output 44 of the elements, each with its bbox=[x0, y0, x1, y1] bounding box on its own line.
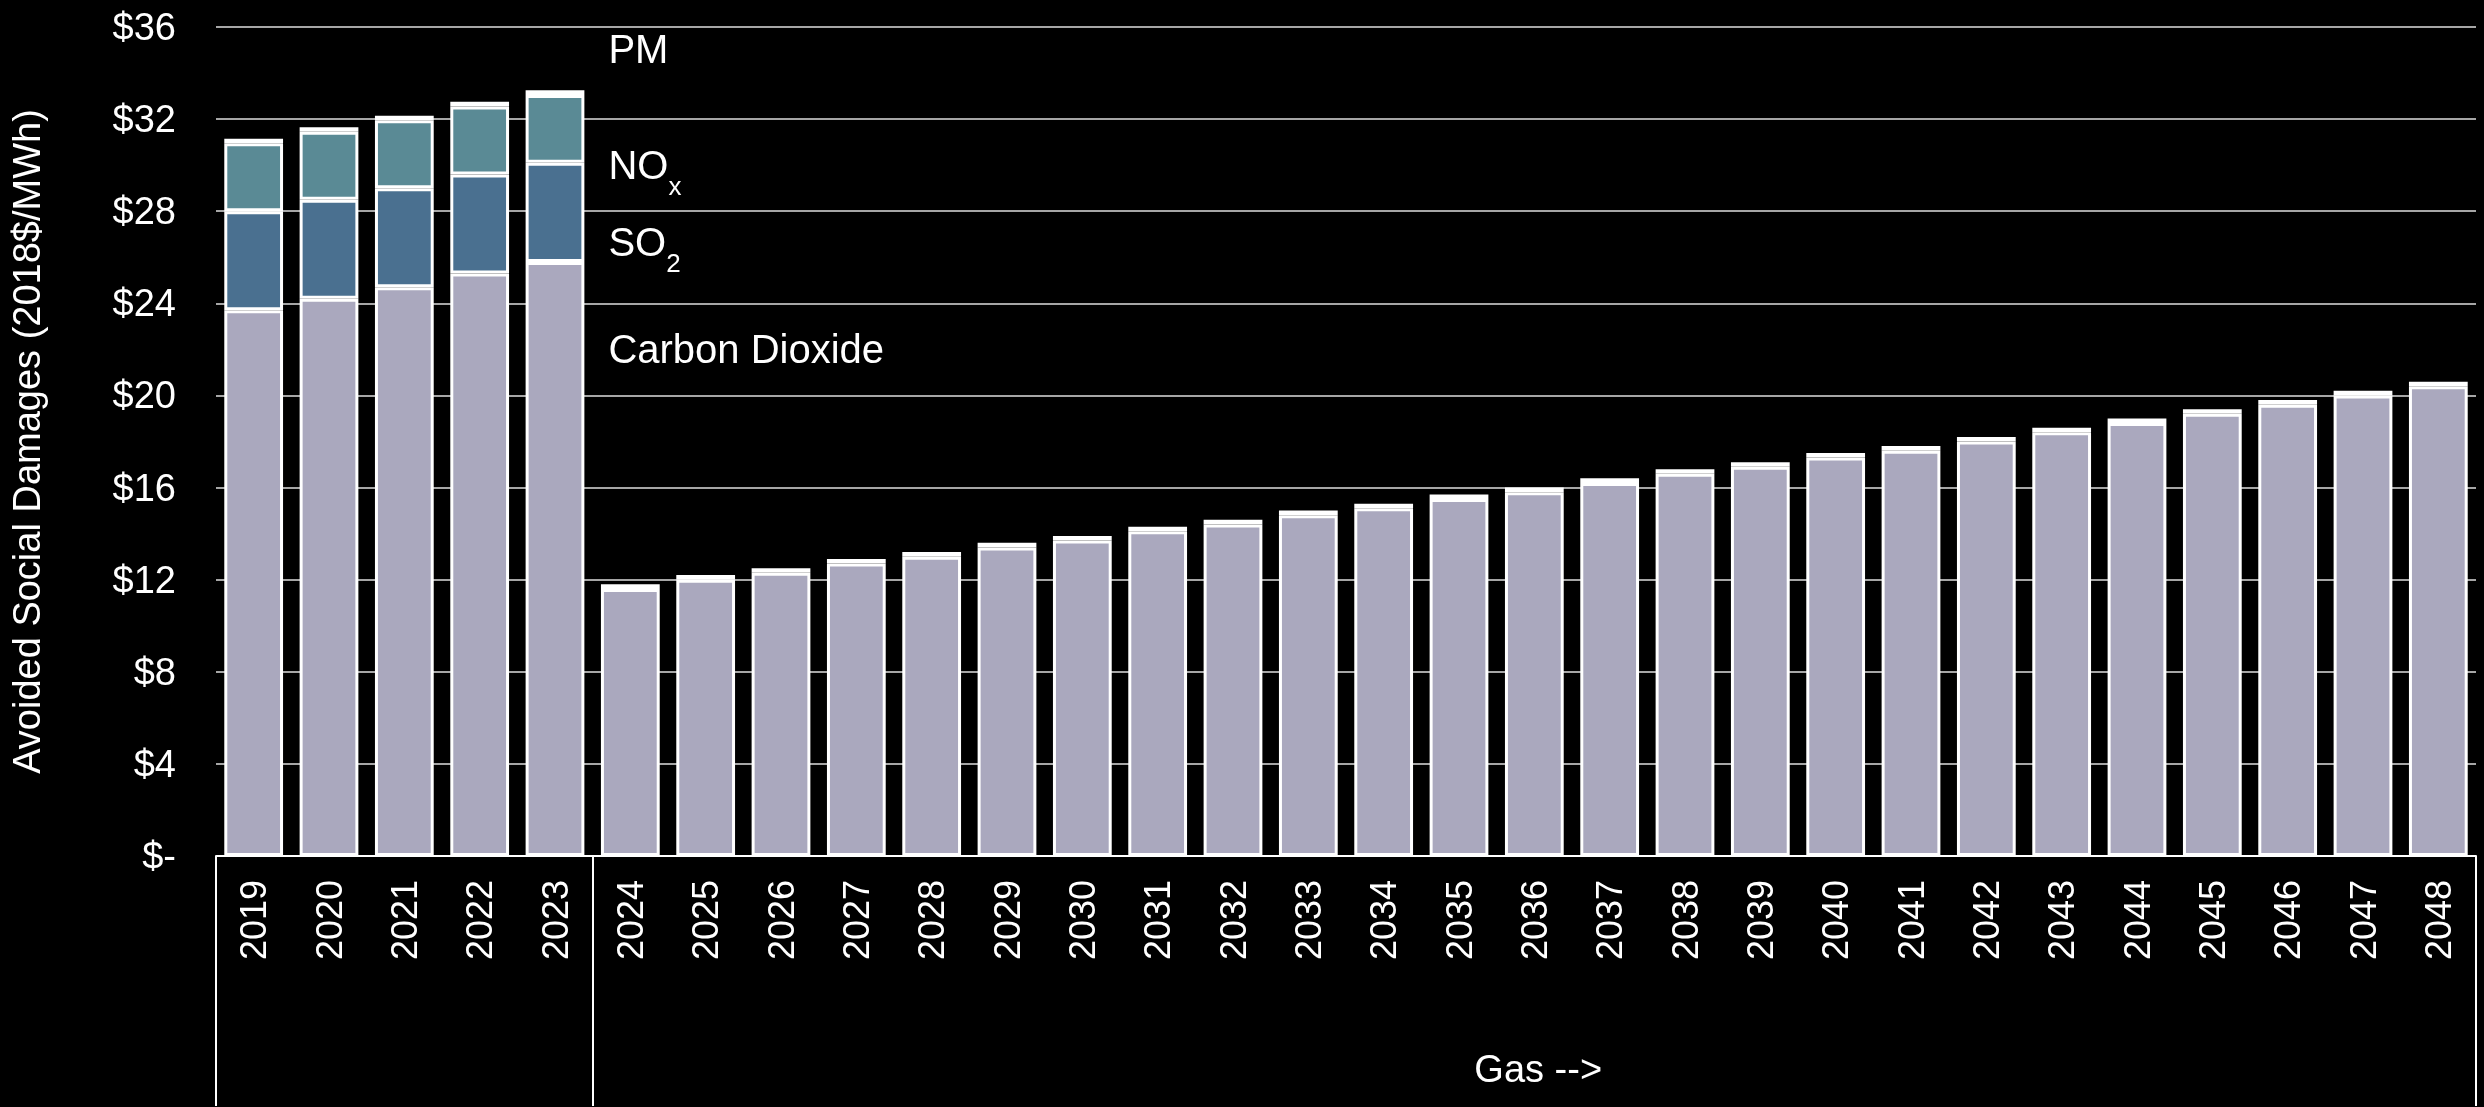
x-tick-label: 2023 bbox=[534, 880, 576, 961]
x-tick-label: 2021 bbox=[383, 880, 425, 961]
y-tick-label: $28 bbox=[112, 190, 176, 233]
x-tick-label: 2027 bbox=[835, 880, 877, 961]
series-label: Carbon Dioxide bbox=[608, 326, 885, 371]
x-tick-label: 2039 bbox=[1739, 880, 1781, 961]
x-tick-label: 2047 bbox=[2342, 880, 2384, 961]
y-tick-label: $24 bbox=[112, 282, 176, 325]
x-tick-label: 2022 bbox=[459, 880, 501, 961]
y-tick-label: $8 bbox=[133, 650, 176, 693]
x-tick-label: 2036 bbox=[1513, 880, 1555, 961]
x-tick-label: 2020 bbox=[308, 880, 350, 961]
x-tick-label: 2026 bbox=[760, 880, 802, 961]
x-tick-label: 2035 bbox=[1438, 880, 1480, 961]
y-axis-title: Avoided Social Damages (2018$/MWh) bbox=[6, 109, 48, 774]
x-tick-label: 2041 bbox=[1890, 880, 1932, 961]
x-tick-label: 2025 bbox=[685, 880, 727, 961]
x-tick-label: 2029 bbox=[986, 880, 1028, 961]
x-tick-label: 2043 bbox=[2041, 880, 2083, 961]
x-tick-label: 2028 bbox=[911, 880, 953, 961]
x-tick-label: 2048 bbox=[2417, 880, 2459, 961]
x-tick-label: 2040 bbox=[1815, 880, 1857, 961]
x-tick-label: 2045 bbox=[2191, 880, 2233, 961]
x-tick-label: 2038 bbox=[1664, 880, 1706, 961]
x-tick-label: 2024 bbox=[609, 880, 651, 961]
x-tick-label: 2034 bbox=[1363, 880, 1405, 961]
y-tick-label: $- bbox=[142, 835, 176, 877]
y-tick-label: $16 bbox=[112, 466, 176, 509]
x-tick-label: 2030 bbox=[1061, 880, 1103, 961]
y-tick-label: $12 bbox=[112, 558, 176, 601]
x-tick-label: 2037 bbox=[1589, 880, 1631, 961]
y-tick-label: $36 bbox=[112, 6, 176, 48]
x-tick-label: 2019 bbox=[233, 880, 275, 961]
x-tick-label: 2032 bbox=[1212, 880, 1254, 961]
y-tick-label: $32 bbox=[112, 98, 176, 141]
x-tick-label: 2044 bbox=[2116, 880, 2158, 961]
x-tick-label: 2031 bbox=[1137, 880, 1179, 961]
y-tick-label: $4 bbox=[133, 742, 176, 785]
x-tick-label: 2042 bbox=[1965, 880, 2007, 961]
text: Gas --> bbox=[1474, 1048, 1603, 1090]
series-label: PM bbox=[608, 26, 669, 71]
x-tick-label: 2046 bbox=[2267, 880, 2309, 961]
y-tick-label: $20 bbox=[112, 374, 176, 417]
x-tick-label: 2033 bbox=[1287, 880, 1329, 961]
